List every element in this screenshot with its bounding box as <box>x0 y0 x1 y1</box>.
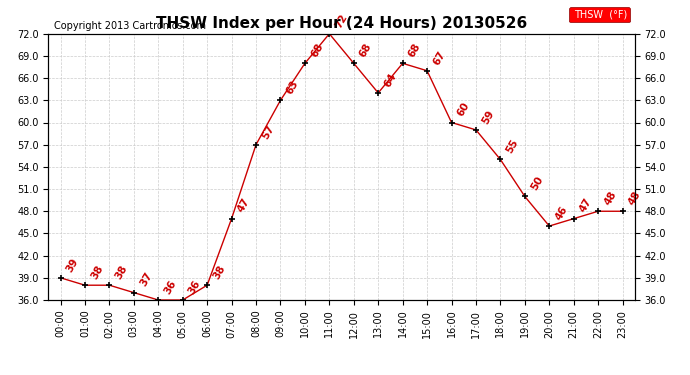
Title: THSW Index per Hour (24 Hours) 20130526: THSW Index per Hour (24 Hours) 20130526 <box>156 16 527 31</box>
Text: 48: 48 <box>627 189 642 207</box>
Text: 36: 36 <box>187 278 203 296</box>
Text: 47: 47 <box>578 197 594 214</box>
Text: 39: 39 <box>65 256 81 274</box>
Text: 68: 68 <box>407 42 423 59</box>
Text: 47: 47 <box>236 197 252 214</box>
Text: 37: 37 <box>138 271 154 288</box>
Text: 68: 68 <box>358 42 374 59</box>
Text: 64: 64 <box>382 71 398 89</box>
Text: 38: 38 <box>211 264 227 281</box>
Text: 55: 55 <box>504 138 520 155</box>
Text: 72: 72 <box>333 12 349 30</box>
Text: 67: 67 <box>431 49 447 66</box>
Text: 57: 57 <box>260 123 276 141</box>
Text: 48: 48 <box>602 189 618 207</box>
Text: 36: 36 <box>162 278 178 296</box>
Text: 68: 68 <box>309 42 325 59</box>
Text: 63: 63 <box>284 79 301 96</box>
Legend: THSW  (°F): THSW (°F) <box>569 7 630 22</box>
Text: Copyright 2013 Cartronics.com: Copyright 2013 Cartronics.com <box>55 21 206 31</box>
Text: 60: 60 <box>455 101 471 118</box>
Text: 50: 50 <box>529 175 545 192</box>
Text: 38: 38 <box>89 264 105 281</box>
Text: 38: 38 <box>114 264 130 281</box>
Text: 46: 46 <box>553 204 569 222</box>
Text: 59: 59 <box>480 108 496 126</box>
